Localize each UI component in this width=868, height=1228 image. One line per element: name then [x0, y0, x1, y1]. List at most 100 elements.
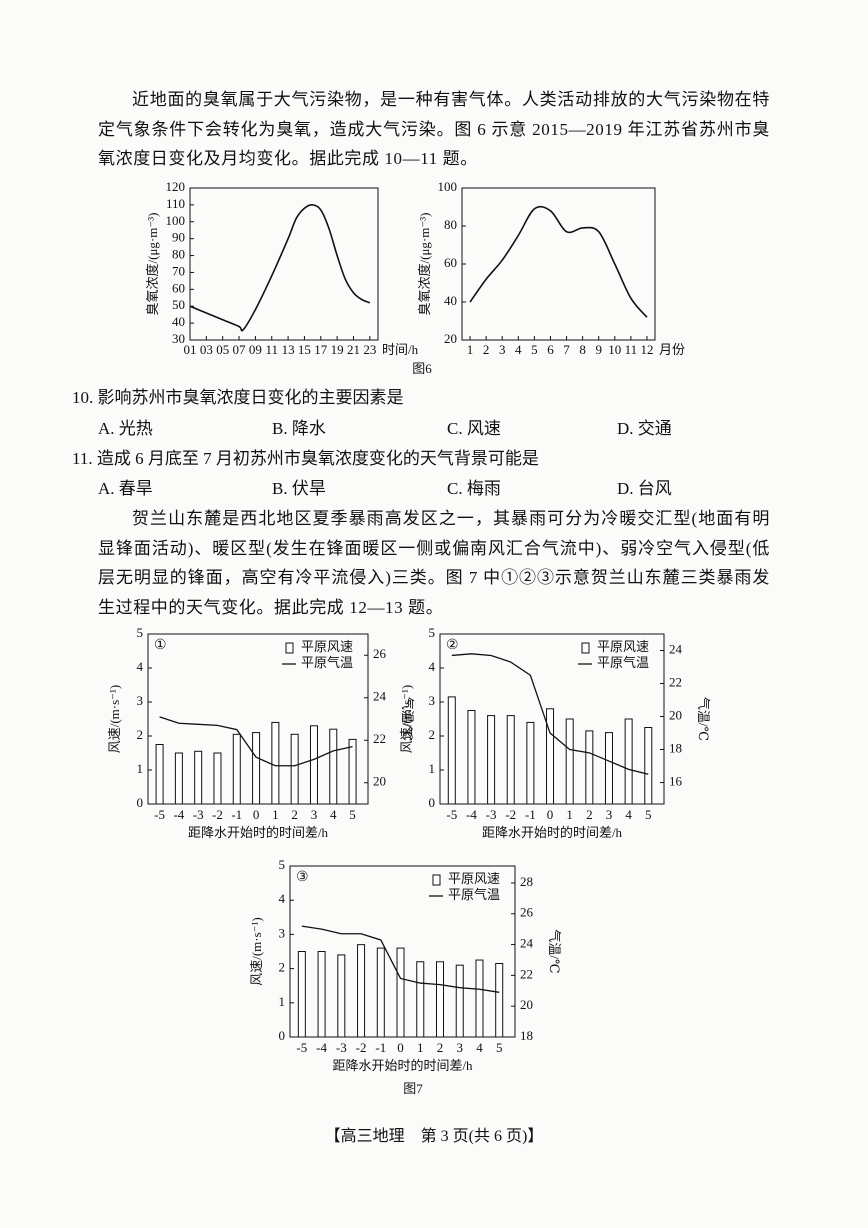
- tick-label: 24: [373, 689, 387, 704]
- option: B. 降水: [272, 419, 326, 438]
- y-axis-label: 臭氧浓度/(μg·m⁻³): [145, 213, 160, 316]
- tick-label: 20: [373, 774, 386, 789]
- tick-label: 23: [363, 342, 376, 357]
- bar: [546, 708, 555, 805]
- tick-label: 03: [200, 342, 213, 357]
- x-tick-label: -5: [446, 807, 457, 822]
- tick-label: 110: [166, 196, 185, 211]
- tick-label: 70: [172, 263, 185, 278]
- x-tick-label: 2: [586, 807, 593, 822]
- x-tick-label: 4: [330, 807, 337, 822]
- tick-label: 0: [279, 1028, 286, 1043]
- x-tick-label: -2: [212, 807, 223, 822]
- option: C. 梅雨: [447, 479, 501, 498]
- legend-swatch: [432, 874, 441, 886]
- tick-label: 01: [184, 342, 197, 357]
- x-tick-label: -3: [193, 807, 204, 822]
- option: A. 春旱: [98, 479, 153, 498]
- bar: [396, 947, 405, 1038]
- data-line: [451, 653, 649, 775]
- tick-label: 50: [172, 297, 185, 312]
- tick-label: 26: [520, 905, 534, 920]
- bar: [624, 718, 633, 805]
- tick-label: 16: [669, 774, 683, 789]
- bar: [376, 947, 385, 1038]
- plot-frame: [189, 187, 379, 341]
- x-axis-label: 时间/h: [382, 342, 419, 357]
- tick-label: 4: [515, 342, 522, 357]
- tick-label: 17: [314, 342, 328, 357]
- y-axis-label: 风速/(m·s⁻¹): [249, 917, 264, 986]
- tick-label: 5: [137, 625, 144, 640]
- data-line: [301, 925, 500, 993]
- bar: [487, 715, 496, 805]
- tick-label: 1: [279, 994, 286, 1009]
- tick-label: 100: [166, 213, 186, 228]
- x-tick-label: -2: [505, 807, 516, 822]
- tick-label: 2: [137, 727, 144, 742]
- x-tick-label: -3: [336, 1040, 347, 1055]
- x-tick-label: -1: [375, 1040, 386, 1055]
- tick-label: 80: [172, 247, 185, 262]
- legend-label: 平原气温: [301, 655, 353, 670]
- tick-label: 20: [520, 997, 533, 1012]
- bar: [348, 738, 357, 805]
- tick-label: 2: [279, 960, 286, 975]
- tick-label: 24: [520, 936, 534, 951]
- tick-label: 15: [298, 342, 311, 357]
- tick-label: 0: [137, 795, 144, 810]
- bar: [585, 730, 594, 805]
- tick-label: 7: [563, 342, 570, 357]
- legend-label: 平原气温: [597, 655, 649, 670]
- tick-label: 40: [172, 314, 185, 329]
- tick-label: 2: [429, 727, 436, 742]
- data-line: [469, 205, 648, 318]
- tick-label: 21: [347, 342, 360, 357]
- figure-caption: 图7: [403, 1081, 423, 1096]
- bar: [213, 752, 222, 805]
- plot-frame: [461, 187, 656, 341]
- tick-label: 26: [373, 646, 387, 661]
- y2-axis-label: 气温/℃: [547, 929, 562, 973]
- figure-caption: 图6: [412, 361, 432, 376]
- bar: [447, 696, 456, 805]
- tick-label: 5: [429, 625, 436, 640]
- x-axis-label: 月份: [659, 342, 685, 357]
- x-tick-label: -4: [173, 807, 184, 822]
- tick-label: 1: [467, 342, 474, 357]
- tick-label: 100: [438, 179, 458, 194]
- tick-label: 9: [595, 342, 602, 357]
- x-tick-label: 0: [397, 1040, 404, 1055]
- tick-label: 05: [216, 342, 229, 357]
- legend-label: 平原风速: [448, 871, 500, 886]
- option: C. 风速: [447, 419, 501, 438]
- y2-axis-label: 气温/℃: [696, 697, 711, 741]
- tick-label: 80: [444, 217, 457, 232]
- tick-label: 07: [233, 342, 247, 357]
- x-tick-label: -1: [231, 807, 242, 822]
- legend-label: 平原风速: [597, 639, 649, 654]
- bar: [194, 750, 203, 805]
- x-tick-label: 4: [476, 1040, 483, 1055]
- y-axis-label: 风速/(m·s⁻¹): [399, 685, 414, 754]
- tick-label: 3: [429, 693, 436, 708]
- x-tick-label: 2: [437, 1040, 444, 1055]
- question-stem: 10. 影响苏州市臭氧浓度日变化的主要因素是: [72, 388, 404, 407]
- tick-label: 2: [483, 342, 490, 357]
- bar: [455, 964, 464, 1038]
- tick-label: 8: [579, 342, 586, 357]
- tick-label: 09: [249, 342, 262, 357]
- paragraph: 贺兰山东麓是西北地区夏季暴雨高发区之一，其暴雨可分为冷暖交汇型(地面有明显锋面活…: [98, 509, 770, 617]
- x-tick-label: 4: [625, 807, 632, 822]
- legend-label: 平原气温: [448, 887, 500, 902]
- panel-label: ③: [296, 870, 309, 885]
- x-tick-label: -3: [486, 807, 497, 822]
- tick-label: 11: [265, 342, 278, 357]
- tick-label: 11: [625, 342, 638, 357]
- panel-label: ②: [446, 638, 459, 653]
- x-tick-label: 3: [456, 1040, 463, 1055]
- x-tick-label: 3: [606, 807, 613, 822]
- bar: [467, 710, 476, 805]
- tick-label: 0: [429, 795, 436, 810]
